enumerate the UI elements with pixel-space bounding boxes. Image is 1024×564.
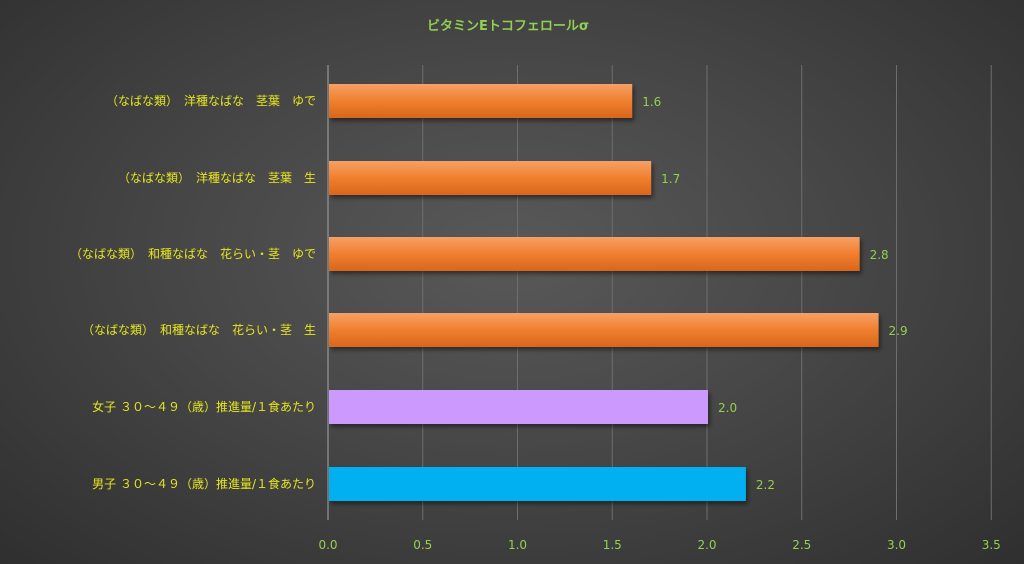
data-label: 2.2 xyxy=(756,478,775,492)
data-labels: 1.6 1.7 2.8 2.9 2.0 2.2 xyxy=(642,95,907,492)
bar xyxy=(329,467,746,501)
x-tick-label: 0.5 xyxy=(413,538,432,552)
x-tick-label: 3.0 xyxy=(887,538,906,552)
x-tick-label: 1.5 xyxy=(603,538,622,552)
x-tick-label: 1.0 xyxy=(508,538,527,552)
x-tick-label: 2.5 xyxy=(792,538,811,552)
x-tick-label: 2.0 xyxy=(697,538,716,552)
bars xyxy=(329,84,879,501)
bar xyxy=(329,313,879,347)
category-label: （なばな類） 和種なばな 花らい・茎 ゆで xyxy=(70,246,316,261)
chart-title: ビタミンEトコフェロールσ xyxy=(427,18,589,34)
data-label: 1.6 xyxy=(642,95,661,109)
data-label: 2.0 xyxy=(718,401,737,415)
gridlines xyxy=(422,65,992,520)
category-labels: （なばな類） 洋種なばな 茎葉 ゆで （なばな類） 洋種なばな 茎葉 生 （なばな類… xyxy=(70,93,316,491)
category-label: 男子 ３０～４９（歳）推進量/１食あたり xyxy=(92,476,316,491)
x-tick-label: 0.0 xyxy=(318,538,337,552)
data-label: 2.9 xyxy=(889,324,908,338)
x-tick-label: 3.5 xyxy=(982,538,1001,552)
data-label: 1.7 xyxy=(661,172,680,186)
category-label: 女子 ３０～４９（歳）推進量/１食あたり xyxy=(92,399,316,414)
category-label: （なばな類） 洋種なばな 茎葉 ゆで xyxy=(106,93,316,108)
category-label: （なばな類） 和種なばな 花らい・茎 生 xyxy=(82,322,316,337)
x-tick-labels: 0.0 0.5 1.0 1.5 2.0 2.5 3.0 3.5 xyxy=(318,538,1000,552)
bar xyxy=(329,84,633,118)
data-label: 2.8 xyxy=(870,248,889,262)
category-label: （なばな類） 洋種なばな 茎葉 生 xyxy=(118,170,316,185)
bar xyxy=(329,237,860,271)
bar xyxy=(329,161,652,195)
bar xyxy=(329,390,708,424)
